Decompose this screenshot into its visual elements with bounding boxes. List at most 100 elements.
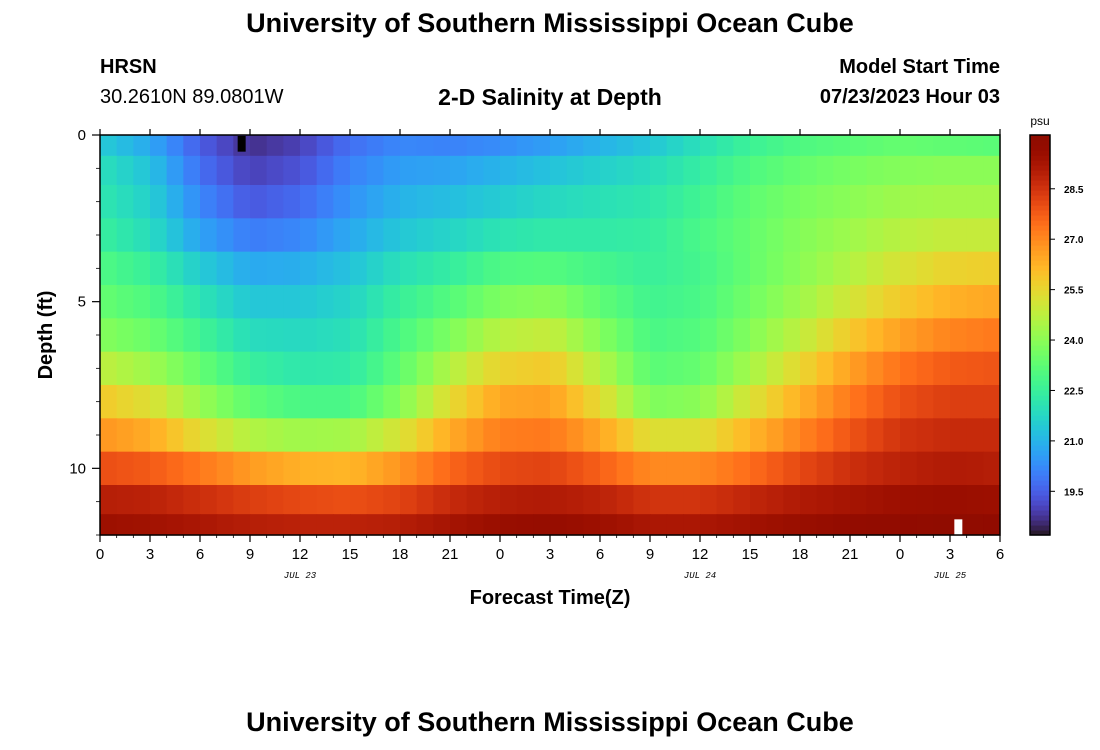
heatmap-cell xyxy=(433,514,451,536)
heatmap-cell xyxy=(183,451,201,486)
heatmap-cell xyxy=(816,451,834,486)
heatmap-cell xyxy=(366,135,384,157)
x-tick-label: 18 xyxy=(792,546,809,563)
heatmap-cell xyxy=(216,451,234,486)
heatmap-cell xyxy=(166,385,184,419)
colorbar-cell xyxy=(1030,505,1050,511)
heatmap-cell xyxy=(383,218,401,253)
heatmap-cell xyxy=(450,185,468,219)
heatmap-cell xyxy=(266,285,284,319)
heatmap-cell xyxy=(200,385,218,419)
heatmap-cell xyxy=(400,485,418,515)
heatmap-cell xyxy=(350,218,368,253)
heatmap-cell xyxy=(433,135,451,157)
heatmap-cell xyxy=(983,514,1001,536)
heatmap-cell xyxy=(166,135,184,157)
heatmap-cell xyxy=(333,185,351,219)
heatmap-cell xyxy=(616,385,634,419)
heatmap-cell xyxy=(166,485,184,515)
heatmap-cell xyxy=(166,185,184,219)
heatmap-cell xyxy=(716,351,734,386)
heatmap-cell xyxy=(816,155,834,186)
heatmap-cell xyxy=(200,155,218,186)
colorbar-cell xyxy=(1030,155,1050,161)
heatmap-cell xyxy=(416,318,434,353)
heatmap-cell xyxy=(966,418,984,453)
heatmap-cell xyxy=(250,318,268,353)
heatmap-cell xyxy=(716,135,734,157)
colorbar-cell xyxy=(1030,185,1050,191)
heatmap-cell xyxy=(666,351,684,386)
heatmap-cell xyxy=(300,385,318,419)
heatmap-cell xyxy=(900,218,918,253)
colorbar-cell xyxy=(1030,405,1050,411)
heatmap-cell xyxy=(633,351,651,386)
heatmap-cell xyxy=(483,385,501,419)
heatmap-cell xyxy=(333,351,351,386)
heatmap-cell xyxy=(650,318,668,353)
colorbar-cell xyxy=(1030,410,1050,416)
heatmap-cell xyxy=(833,451,851,486)
colorbar-cell xyxy=(1030,285,1050,291)
heatmap-cell xyxy=(266,251,284,286)
heatmap-cell xyxy=(950,485,968,515)
date-label: JUL 23 xyxy=(284,571,317,581)
heatmap-cell xyxy=(533,285,551,319)
heatmap-cell xyxy=(250,185,268,219)
heatmap-cell xyxy=(316,351,334,386)
heatmap-cell xyxy=(216,385,234,419)
heatmap-cell xyxy=(116,418,134,453)
heatmap-cell xyxy=(533,485,551,515)
date-label: JUL 25 xyxy=(934,571,967,581)
heatmap-cell xyxy=(300,418,318,453)
heatmap-cell xyxy=(550,285,568,319)
heatmap-cell xyxy=(500,155,518,186)
heatmap-cell xyxy=(616,155,634,186)
heatmap-cell xyxy=(233,351,251,386)
colorbar-cell xyxy=(1030,240,1050,246)
heatmap-cell xyxy=(950,155,968,186)
colorbar-cell xyxy=(1030,375,1050,381)
heatmap-cell xyxy=(933,185,951,219)
heatmap-cell xyxy=(566,451,584,486)
heatmap-cell xyxy=(466,155,484,186)
heatmap-cell xyxy=(866,418,884,453)
heatmap-cell xyxy=(700,185,718,219)
heatmap-cell xyxy=(916,251,934,286)
heatmap-cell xyxy=(350,155,368,186)
heatmap-cell xyxy=(750,155,768,186)
surface-marker xyxy=(237,136,246,152)
y-axis-label: Depth (ft) xyxy=(35,291,57,380)
heatmap-cell xyxy=(383,485,401,515)
heatmap-cell xyxy=(316,251,334,286)
heatmap-cell xyxy=(616,451,634,486)
heatmap-cell xyxy=(650,285,668,319)
heatmap-cell xyxy=(233,218,251,253)
heatmap-cell xyxy=(916,318,934,353)
heatmap-cell xyxy=(900,155,918,186)
heatmap-cell xyxy=(533,451,551,486)
heatmap-cell xyxy=(233,485,251,515)
colorbar-cell xyxy=(1030,475,1050,481)
colorbar-tick-label: 22.5 xyxy=(1064,386,1084,397)
heatmap-cell xyxy=(216,135,234,157)
heatmap-cell xyxy=(100,385,118,419)
heatmap-cell xyxy=(500,285,518,319)
heatmap-cell xyxy=(750,514,768,536)
heatmap-cell xyxy=(333,251,351,286)
heatmap-cell xyxy=(883,218,901,253)
heatmap-cell xyxy=(950,185,968,219)
heatmap-cell xyxy=(716,318,734,353)
heatmap-cell xyxy=(933,485,951,515)
heatmap-cell xyxy=(900,485,918,515)
heatmap-cell xyxy=(700,218,718,253)
heatmap-cell xyxy=(583,155,601,186)
heatmap-cell xyxy=(633,385,651,419)
heatmap-cell xyxy=(216,418,234,453)
heatmap-cell xyxy=(500,385,518,419)
x-tick-label: 21 xyxy=(842,546,859,563)
heatmap-cell xyxy=(483,135,501,157)
heatmap-cell xyxy=(583,451,601,486)
heatmap-cell xyxy=(300,485,318,515)
heatmap-cell xyxy=(833,285,851,319)
